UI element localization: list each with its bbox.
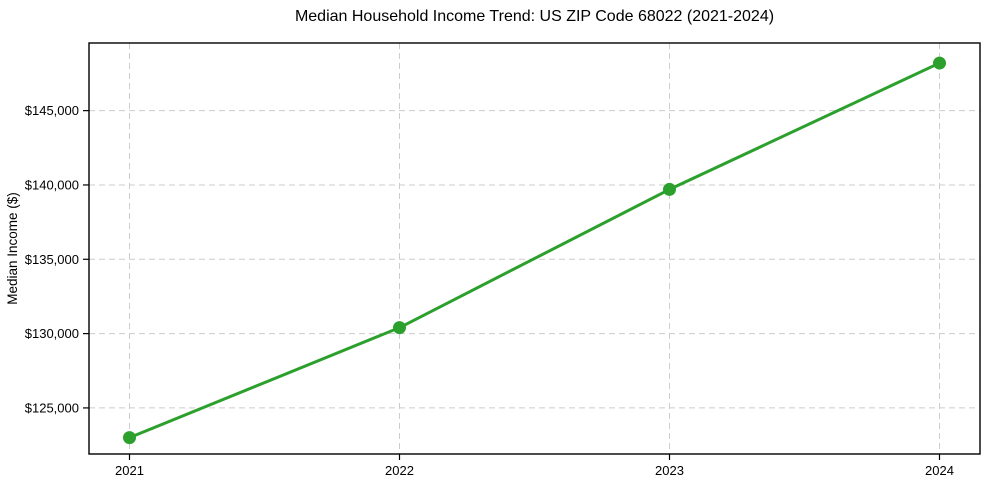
data-point-2024 [933,56,946,70]
y-axis-label: Median Income ($) [5,192,20,305]
x-tick-label: 2021 [115,463,144,478]
trend-line [128,61,941,440]
plot-border [88,42,981,455]
y-tick-label: $125,000 [25,400,79,415]
y-tick-label: $140,000 [25,178,79,193]
x-tick-label: 2024 [925,463,954,478]
x-tick-label: 2023 [655,463,684,478]
data-point-2023 [663,182,676,196]
y-tick-label: $145,000 [25,103,79,118]
chart-title: Median Household Income Trend: US ZIP Co… [294,8,775,25]
y-tick-label: $135,000 [25,252,79,267]
y-tick-label: $130,000 [25,326,79,341]
data-point-2021 [123,431,136,445]
data-point-2022 [393,321,406,335]
x-tick-label: 2022 [385,463,414,478]
